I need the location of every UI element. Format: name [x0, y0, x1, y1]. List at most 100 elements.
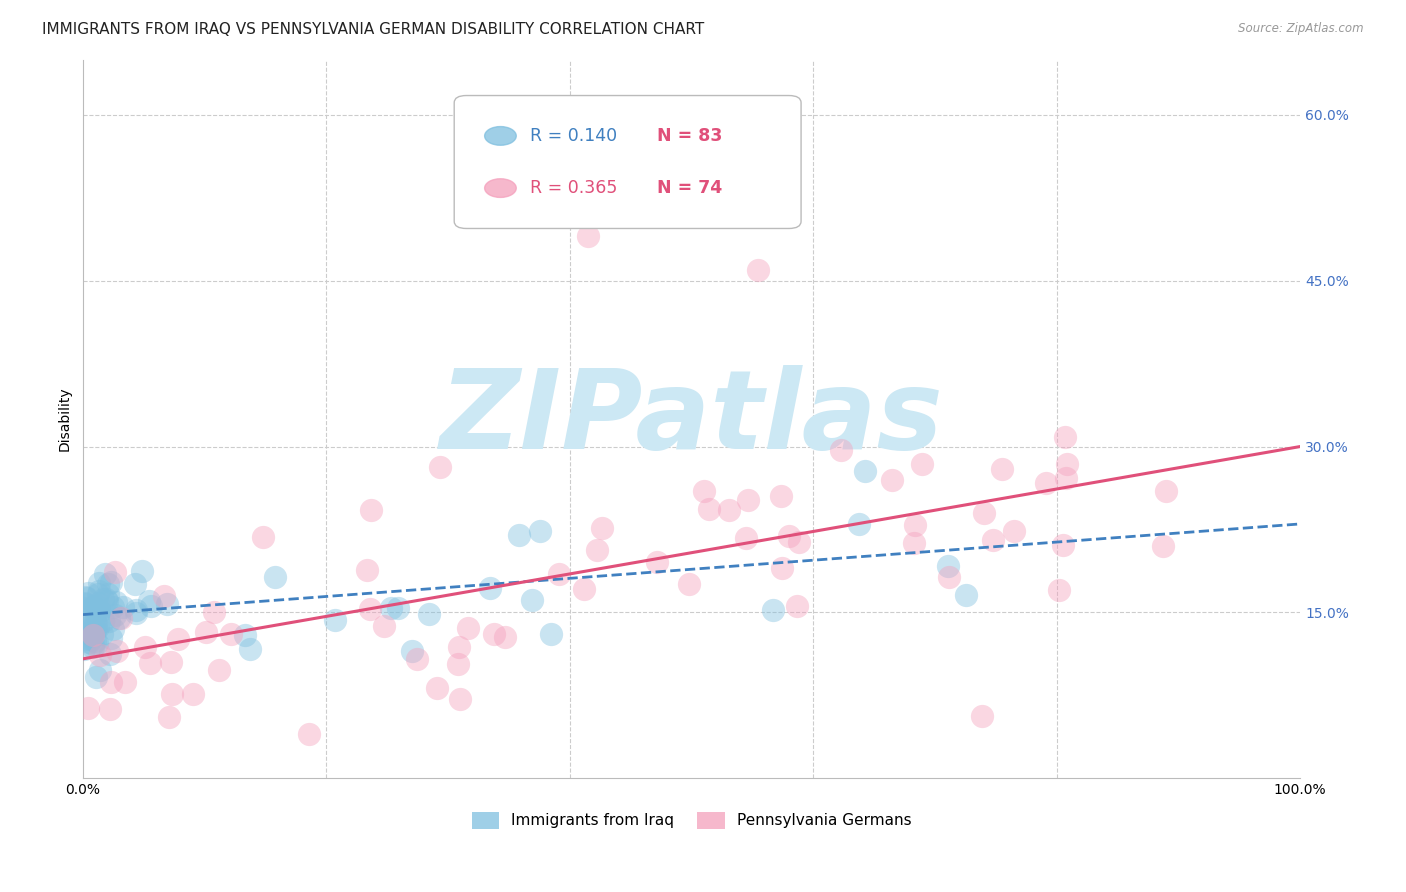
Point	[73, 641, 96, 656]
Point	[449, 692, 471, 706]
Point	[494, 630, 516, 644]
Point	[202, 606, 225, 620]
Point	[157, 709, 180, 723]
Point	[100, 675, 122, 690]
Point	[645, 555, 668, 569]
Point	[79, 618, 101, 632]
Y-axis label: Disability: Disability	[58, 386, 72, 451]
Point	[110, 611, 132, 625]
Point	[100, 574, 122, 589]
Point	[219, 626, 242, 640]
Point	[194, 625, 217, 640]
Point	[678, 576, 700, 591]
Point	[89, 584, 111, 599]
Point	[77, 635, 100, 649]
Point	[73, 600, 96, 615]
Point	[911, 457, 934, 471]
Point	[1002, 524, 1025, 538]
Point	[91, 614, 114, 628]
Point	[1154, 484, 1177, 499]
Point	[848, 516, 870, 531]
Point	[401, 644, 423, 658]
Point	[572, 582, 595, 597]
Point	[103, 600, 125, 615]
Point	[747, 262, 769, 277]
Point	[139, 657, 162, 671]
Point	[77, 618, 100, 632]
Point	[100, 701, 122, 715]
Point	[591, 521, 613, 535]
Point	[479, 581, 502, 595]
Point	[373, 618, 395, 632]
Point	[484, 627, 506, 641]
Point	[105, 643, 128, 657]
Point	[86, 599, 108, 614]
Point	[1152, 539, 1174, 553]
Point	[734, 531, 756, 545]
Point	[104, 565, 127, 579]
Text: IMMIGRANTS FROM IRAQ VS PENNSYLVANIA GERMAN DISABILITY CORRELATION CHART: IMMIGRANTS FROM IRAQ VS PENNSYLVANIA GER…	[42, 22, 704, 37]
Point	[141, 599, 163, 614]
Point	[155, 597, 177, 611]
Legend: Immigrants from Iraq, Pennsylvania Germans: Immigrants from Iraq, Pennsylvania Germa…	[465, 805, 918, 835]
Point	[84, 615, 107, 630]
Point	[359, 602, 381, 616]
Point	[770, 560, 793, 574]
Point	[84, 621, 107, 635]
Point	[101, 623, 124, 637]
Point	[1054, 470, 1077, 484]
Point	[94, 567, 117, 582]
Point	[547, 567, 569, 582]
Point	[98, 647, 121, 661]
Point	[160, 687, 183, 701]
Point	[1049, 583, 1071, 598]
Point	[762, 603, 785, 617]
Point	[789, 535, 811, 549]
Point	[83, 633, 105, 648]
Point	[138, 593, 160, 607]
Point	[82, 599, 104, 614]
Point	[100, 631, 122, 645]
Point	[124, 606, 146, 620]
Circle shape	[485, 127, 516, 145]
Point	[786, 599, 808, 613]
Point	[693, 483, 716, 498]
Point	[576, 229, 599, 244]
Point	[73, 598, 96, 612]
Point	[263, 570, 285, 584]
Point	[82, 637, 104, 651]
Point	[98, 614, 121, 628]
Point	[124, 577, 146, 591]
Point	[853, 464, 876, 478]
Point	[89, 663, 111, 677]
Point	[457, 621, 479, 635]
Point	[83, 605, 105, 619]
Point	[406, 652, 429, 666]
Point	[75, 625, 97, 640]
Point	[418, 607, 440, 621]
Point	[90, 626, 112, 640]
Point	[107, 611, 129, 625]
Point	[208, 664, 231, 678]
Text: R = 0.365: R = 0.365	[530, 179, 617, 197]
Point	[84, 623, 107, 637]
Point	[1053, 430, 1076, 444]
Point	[82, 640, 104, 655]
Point	[778, 529, 800, 543]
Point	[955, 588, 977, 602]
Point	[86, 604, 108, 618]
Circle shape	[485, 178, 516, 197]
Point	[769, 489, 792, 503]
Point	[97, 587, 120, 601]
Point	[84, 614, 107, 628]
Text: Source: ZipAtlas.com: Source: ZipAtlas.com	[1239, 22, 1364, 36]
Point	[73, 632, 96, 646]
Point	[508, 528, 530, 542]
Point	[87, 587, 110, 601]
Text: N = 83: N = 83	[658, 127, 723, 145]
Point	[697, 502, 720, 516]
Point	[183, 687, 205, 701]
Point	[429, 459, 451, 474]
Point	[830, 442, 852, 457]
Point	[973, 507, 995, 521]
